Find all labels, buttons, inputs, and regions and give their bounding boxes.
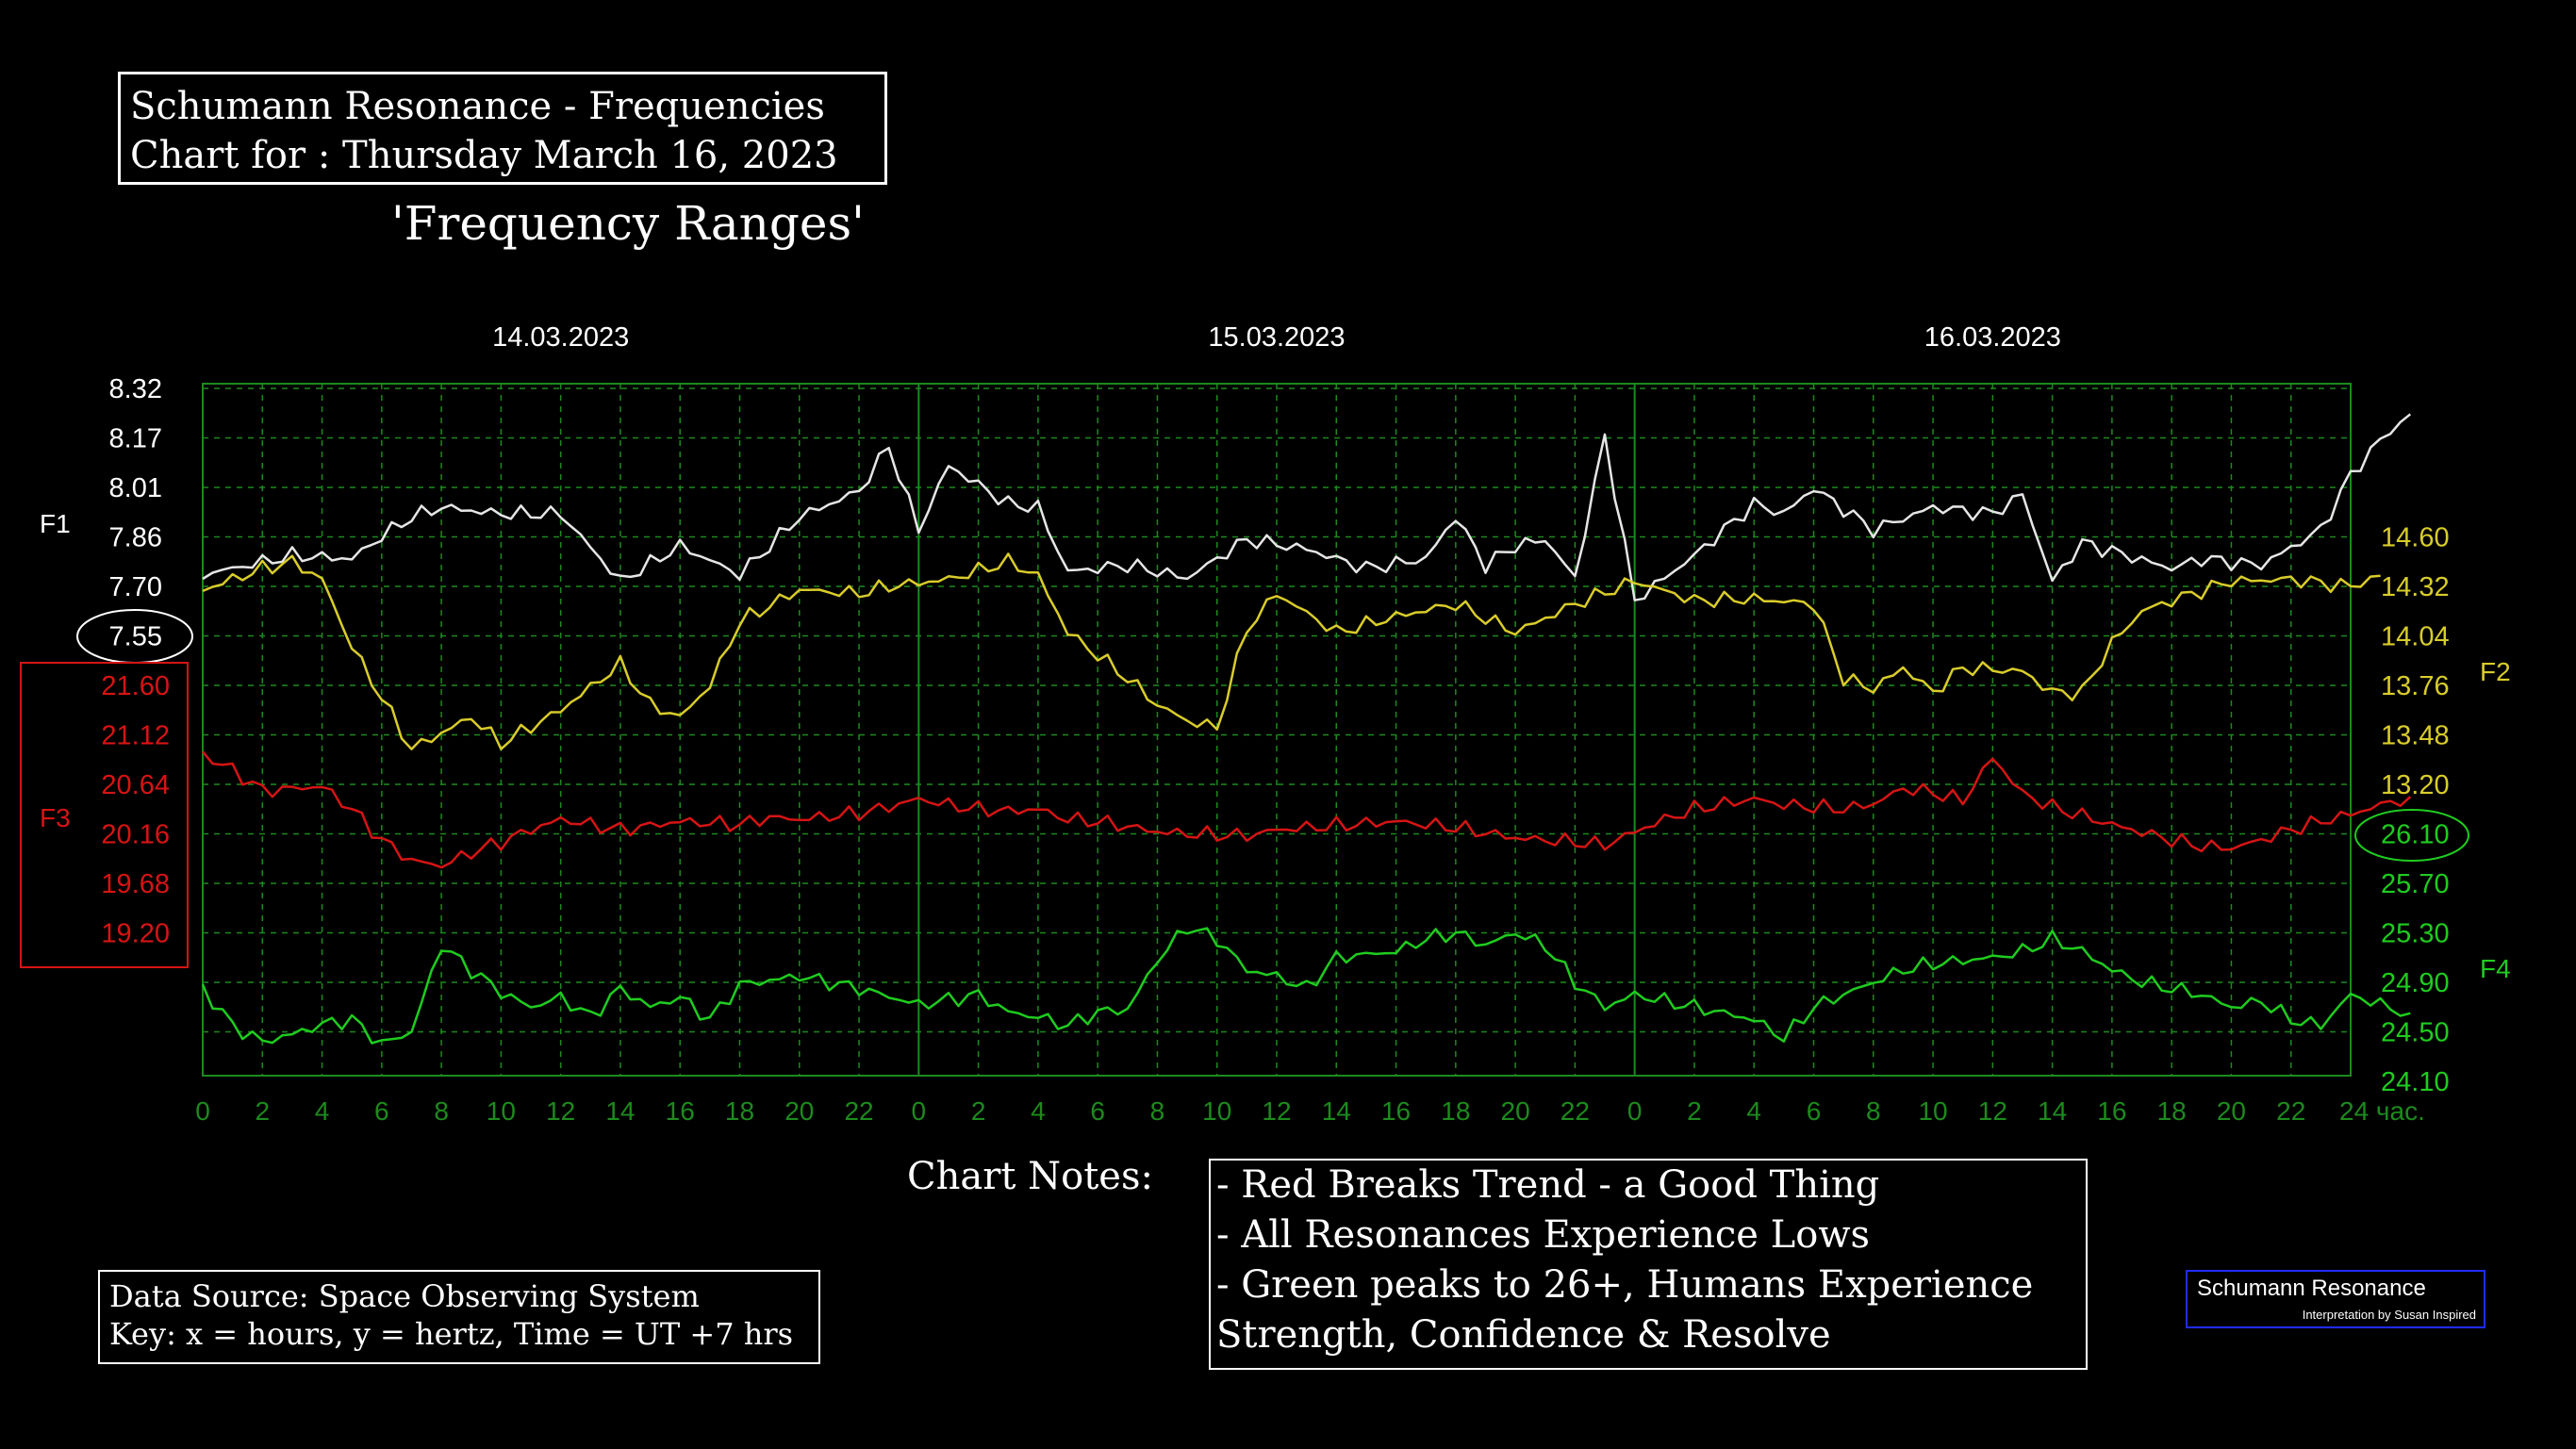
x-tick-label: 16 [1381, 1096, 1411, 1126]
x-tick-label: 6 [374, 1096, 389, 1126]
x-tick-label: 12 [546, 1096, 575, 1126]
x-tick-label: 8 [434, 1096, 449, 1126]
f2-tick-label: 14.04 [2381, 622, 2450, 652]
note-line: - Green peaks to 26+, Humans Experience [1216, 1263, 2034, 1307]
series-layer [201, 413, 2412, 1045]
f4-tick-label: 25.70 [2381, 869, 2450, 899]
x-tick-label: 10 [1202, 1096, 1231, 1126]
date-label: 15.03.2023 [1208, 322, 1345, 353]
f3-tick-label: 20.64 [101, 770, 170, 800]
f1-tick-label: 8.17 [109, 424, 162, 454]
note-line: - Red Breaks Trend - a Good Thing [1216, 1163, 1880, 1207]
f4-tick-label: 26.10 [2381, 820, 2450, 850]
f2-axis-label: F2 [2480, 657, 2511, 686]
f3-tick-label: 21.12 [101, 721, 170, 751]
x-tick-label: 12 [1978, 1096, 2007, 1126]
x-tick-label: 20 [1501, 1096, 1530, 1126]
x-tick-label: 14 [605, 1096, 635, 1126]
x-tick-label: 16 [666, 1096, 695, 1126]
f3-tick-label: 20.16 [101, 820, 170, 850]
f3-axis-bracket [20, 662, 189, 968]
x-tick-label: 6 [1807, 1096, 1822, 1126]
f1-axis-label: F1 [40, 509, 71, 538]
logo-title: Schumann Resonance [2197, 1276, 2426, 1301]
f3-tick-label: 21.60 [101, 671, 170, 701]
x-tick-label: 12 [1262, 1096, 1291, 1126]
note-line: Strength, Confidence & Resolve [1216, 1313, 1831, 1357]
x-tick-label: 8 [1866, 1096, 1881, 1126]
key-line: Key: x = hours, y = hertz, Time = UT +7 … [109, 1316, 794, 1352]
x-tick-label: 14 [2038, 1096, 2067, 1126]
notes-heading: Chart Notes: [907, 1155, 1153, 1198]
data-source-box: Data Source: Space Observing System Key:… [98, 1270, 820, 1364]
f4-highlight-ellipse [2354, 809, 2469, 862]
chart-title-box: Schumann Resonance - Frequencies Chart f… [118, 72, 887, 185]
f1-tick-label: 7.70 [109, 572, 162, 602]
x-tick-label: 14 [1322, 1096, 1351, 1126]
date-label: 16.03.2023 [1924, 322, 2061, 353]
chart-subtitle: 'Frequency Ranges' [391, 196, 865, 251]
data-source-line: Data Source: Space Observing System [109, 1278, 700, 1314]
x-tick-label: 10 [487, 1096, 516, 1126]
x-tick-label: 22 [1560, 1096, 1590, 1126]
f3-tick-label: 19.20 [101, 919, 170, 949]
chart-notes-box: - Red Breaks Trend - a Good Thing - All … [1209, 1159, 2088, 1370]
note-line: - All Resonances Experience Lows [1216, 1213, 1871, 1257]
f1-tick-label: 8.32 [109, 374, 162, 404]
f2-tick-label: 13.48 [2381, 721, 2450, 751]
x-tick-label: 16 [2097, 1096, 2126, 1126]
axis-labels: 0 2 4 6 8 10 12 14 16 18 20 22 0 2 4 6 8 10 12 14 16 18 20 22 0 2… [20, 322, 2511, 1126]
x-tick-label: 18 [2157, 1096, 2187, 1126]
f1-tick-label: 7.86 [109, 523, 162, 553]
x-tick-label: 0 [1627, 1096, 1643, 1126]
x-tick-label: 20 [784, 1096, 814, 1126]
x-tick-label: 0 [912, 1096, 927, 1126]
f2-tick-label: 14.32 [2381, 572, 2450, 602]
f3-axis-label: F3 [40, 803, 71, 832]
f4-tick-label: 24.50 [2381, 1018, 2450, 1048]
x-tick-label: 2 [1687, 1096, 1702, 1126]
chart-title-line1: Schumann Resonance - Frequencies [130, 85, 825, 128]
x-tick-label: 24 час. [2339, 1096, 2425, 1126]
logo-subtitle: Interpretation by Susan Inspired [2302, 1308, 2476, 1322]
x-tick-label: 4 [1031, 1096, 1046, 1126]
series-line-f3 [202, 750, 2412, 869]
f4-axis-label: F4 [2480, 954, 2511, 983]
f1-tick-label: 8.01 [109, 473, 162, 503]
series-line-f4 [201, 927, 2411, 1045]
x-tick-label: 6 [1090, 1096, 1105, 1126]
logo-box: Schumann Resonance Interpretation by Sus… [2186, 1270, 2485, 1328]
x-tick-label: 18 [725, 1096, 754, 1126]
f4-tick-label: 24.90 [2381, 968, 2450, 998]
f3-tick-label: 19.68 [101, 869, 170, 899]
series-line-f2 [202, 552, 2381, 750]
x-tick-label: 8 [1150, 1096, 1165, 1126]
x-tick-label: 18 [1441, 1096, 1470, 1126]
x-tick-label: 10 [1918, 1096, 1947, 1126]
f2-tick-label: 14.60 [2381, 523, 2450, 553]
chart-grid [202, 383, 2352, 1077]
x-tick-label: 4 [315, 1096, 330, 1126]
date-label: 14.03.2023 [492, 322, 629, 353]
f1-tick-label: 7.55 [109, 622, 162, 652]
x-tick-label: 2 [971, 1096, 986, 1126]
f4-tick-label: 25.30 [2381, 919, 2450, 949]
x-tick-label: 4 [1746, 1096, 1761, 1126]
f2-tick-label: 13.20 [2381, 770, 2450, 800]
x-tick-label: 20 [2217, 1096, 2246, 1126]
f2-tick-label: 13.76 [2381, 671, 2450, 701]
x-tick-label: 2 [255, 1096, 270, 1126]
x-tick-label: 0 [195, 1096, 210, 1126]
f4-tick-label: 24.10 [2381, 1067, 2450, 1097]
series-line-f1 [202, 413, 2412, 601]
x-tick-label: 22 [2276, 1096, 2305, 1126]
x-tick-label: 22 [844, 1096, 873, 1126]
chart-title-line2: Chart for : Thursday March 16, 2023 [130, 134, 838, 177]
